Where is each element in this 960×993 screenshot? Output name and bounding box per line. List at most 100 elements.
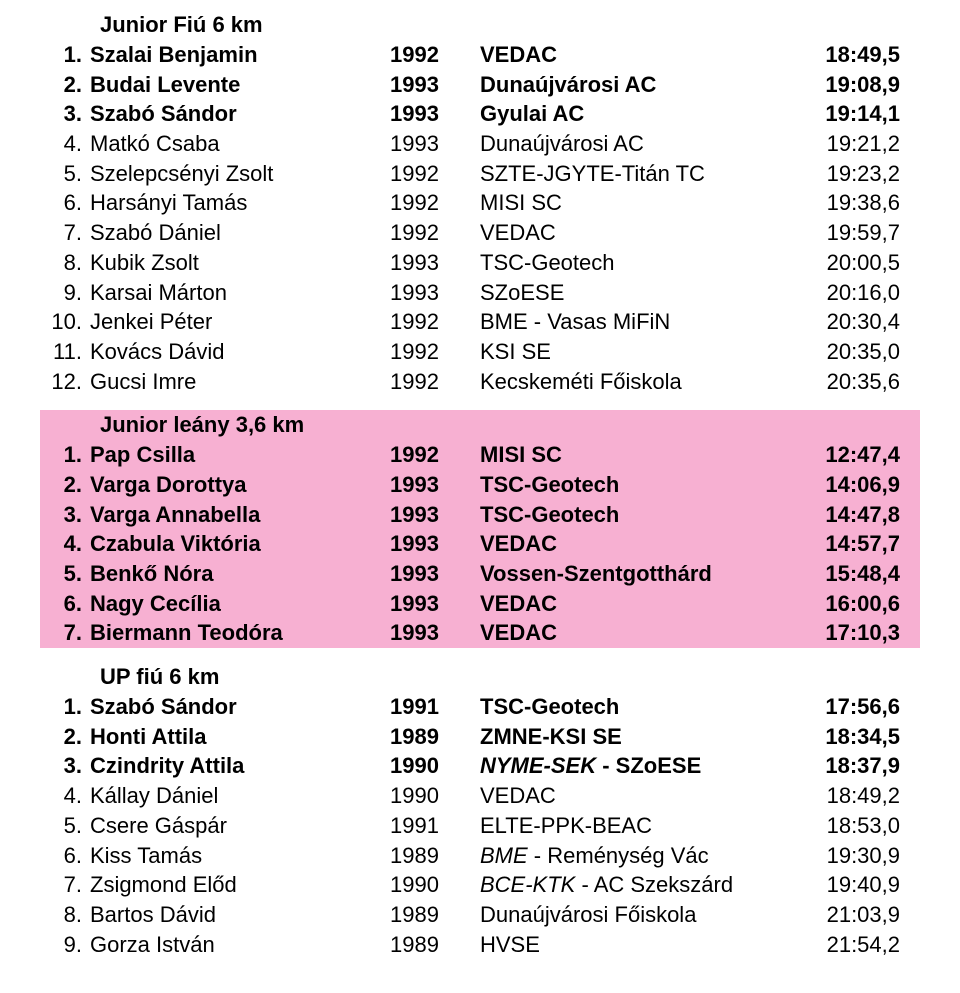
time-cell: 19:14,1 [780, 99, 900, 129]
name-cell: Gucsi Imre [90, 367, 390, 397]
rank-cell: 8. [40, 248, 90, 278]
time-cell: 16:00,6 [780, 589, 900, 619]
time-cell: 19:08,9 [780, 70, 900, 100]
year-cell: 1992 [390, 159, 480, 189]
time-cell: 12:47,4 [780, 440, 900, 470]
result-row: 2.Varga Dorottya1993TSC-Geotech14:06,9 [40, 470, 920, 500]
time-cell: 18:34,5 [780, 722, 900, 752]
rank-cell: 12. [40, 367, 90, 397]
page: Junior Fiú 6 km1.Szalai Benjamin1992VEDA… [0, 0, 960, 993]
result-row: 12.Gucsi Imre1992Kecskeméti Főiskola20:3… [40, 367, 920, 397]
rank-cell: 2. [40, 470, 90, 500]
result-row: 6.Harsányi Tamás1992MISI SC19:38,6 [40, 188, 920, 218]
results-section: UP fiú 6 km1.Szabó Sándor1991TSC-Geotech… [40, 662, 920, 959]
rank-cell: 5. [40, 159, 90, 189]
name-cell: Szabó Sándor [90, 692, 390, 722]
result-row: 3.Czindrity Attila1990NYME-SEK - SZoESE1… [40, 751, 920, 781]
name-cell: Budai Levente [90, 70, 390, 100]
result-row: 5.Csere Gáspár1991ELTE-PPK-BEAC18:53,0 [40, 811, 920, 841]
rank-cell: 5. [40, 559, 90, 589]
rank-cell: 5. [40, 811, 90, 841]
club-cell: Kecskeméti Főiskola [480, 367, 780, 397]
time-cell: 17:10,3 [780, 618, 900, 648]
result-row: 4.Matkó Csaba1993Dunaújvárosi AC19:21,2 [40, 129, 920, 159]
year-cell: 1993 [390, 129, 480, 159]
result-row: 5.Benkő Nóra1993Vossen-Szentgotthárd15:4… [40, 559, 920, 589]
rank-cell: 3. [40, 751, 90, 781]
name-cell: Kovács Dávid [90, 337, 390, 367]
result-row: 4.Kállay Dániel1990VEDAC18:49,2 [40, 781, 920, 811]
year-cell: 1992 [390, 188, 480, 218]
year-cell: 1992 [390, 40, 480, 70]
rank-cell: 4. [40, 129, 90, 159]
time-cell: 20:30,4 [780, 307, 900, 337]
year-cell: 1990 [390, 870, 480, 900]
result-row: 1.Pap Csilla1992MISI SC12:47,4 [40, 440, 920, 470]
rank-cell: 6. [40, 188, 90, 218]
club-cell: Dunaújvárosi AC [480, 70, 780, 100]
club-italic: BCE-KTK [480, 872, 575, 897]
time-cell: 19:40,9 [780, 870, 900, 900]
name-cell: Szalai Benjamin [90, 40, 390, 70]
result-row: 6.Kiss Tamás1989BME - Reménység Vác19:30… [40, 841, 920, 871]
club-cell: BME - Vasas MiFiN [480, 307, 780, 337]
year-cell: 1992 [390, 337, 480, 367]
rank-cell: 7. [40, 218, 90, 248]
time-cell: 19:30,9 [780, 841, 900, 871]
club-cell: HVSE [480, 930, 780, 960]
rank-cell: 10. [40, 307, 90, 337]
name-cell: Karsai Márton [90, 278, 390, 308]
club-italic: BME [480, 843, 528, 868]
club-cell: BME - Reménység Vác [480, 841, 780, 871]
year-cell: 1992 [390, 218, 480, 248]
club-cell: TSC-Geotech [480, 470, 780, 500]
name-cell: Szabó Dániel [90, 218, 390, 248]
result-row: 11.Kovács Dávid1992KSI SE20:35,0 [40, 337, 920, 367]
rank-cell: 4. [40, 529, 90, 559]
year-cell: 1990 [390, 751, 480, 781]
club-cell: MISI SC [480, 440, 780, 470]
result-row: 1.Szabó Sándor1991TSC-Geotech17:56,6 [40, 692, 920, 722]
year-cell: 1992 [390, 367, 480, 397]
time-cell: 19:23,2 [780, 159, 900, 189]
year-cell: 1993 [390, 618, 480, 648]
result-row: 7.Zsigmond Előd1990BCE-KTK - AC Szekszár… [40, 870, 920, 900]
year-cell: 1989 [390, 900, 480, 930]
club-cell: BCE-KTK - AC Szekszárd [480, 870, 780, 900]
section-title: Junior leány 3,6 km [40, 410, 920, 440]
result-row: 9.Gorza István1989HVSE21:54,2 [40, 930, 920, 960]
club-cell: VEDAC [480, 618, 780, 648]
time-cell: 20:35,0 [780, 337, 900, 367]
section-title: UP fiú 6 km [40, 662, 920, 692]
club-cell: ELTE-PPK-BEAC [480, 811, 780, 841]
rank-cell: 1. [40, 40, 90, 70]
club-cell: TSC-Geotech [480, 500, 780, 530]
name-cell: Biermann Teodóra [90, 618, 390, 648]
name-cell: Jenkei Péter [90, 307, 390, 337]
result-row: 6.Nagy Cecília1993VEDAC16:00,6 [40, 589, 920, 619]
year-cell: 1993 [390, 248, 480, 278]
time-cell: 18:49,5 [780, 40, 900, 70]
rank-cell: 11. [40, 337, 90, 367]
time-cell: 15:48,4 [780, 559, 900, 589]
year-cell: 1993 [390, 99, 480, 129]
club-cell: TSC-Geotech [480, 692, 780, 722]
rank-cell: 2. [40, 722, 90, 752]
year-cell: 1993 [390, 278, 480, 308]
club-cell: VEDAC [480, 589, 780, 619]
year-cell: 1993 [390, 470, 480, 500]
time-cell: 18:53,0 [780, 811, 900, 841]
year-cell: 1991 [390, 692, 480, 722]
rank-cell: 9. [40, 930, 90, 960]
year-cell: 1991 [390, 811, 480, 841]
name-cell: Zsigmond Előd [90, 870, 390, 900]
name-cell: Gorza István [90, 930, 390, 960]
rank-cell: 8. [40, 900, 90, 930]
year-cell: 1992 [390, 307, 480, 337]
rank-cell: 6. [40, 841, 90, 871]
club-cell: Vossen-Szentgotthárd [480, 559, 780, 589]
name-cell: Benkő Nóra [90, 559, 390, 589]
name-cell: Szabó Sándor [90, 99, 390, 129]
time-cell: 18:49,2 [780, 781, 900, 811]
name-cell: Czabula Viktória [90, 529, 390, 559]
